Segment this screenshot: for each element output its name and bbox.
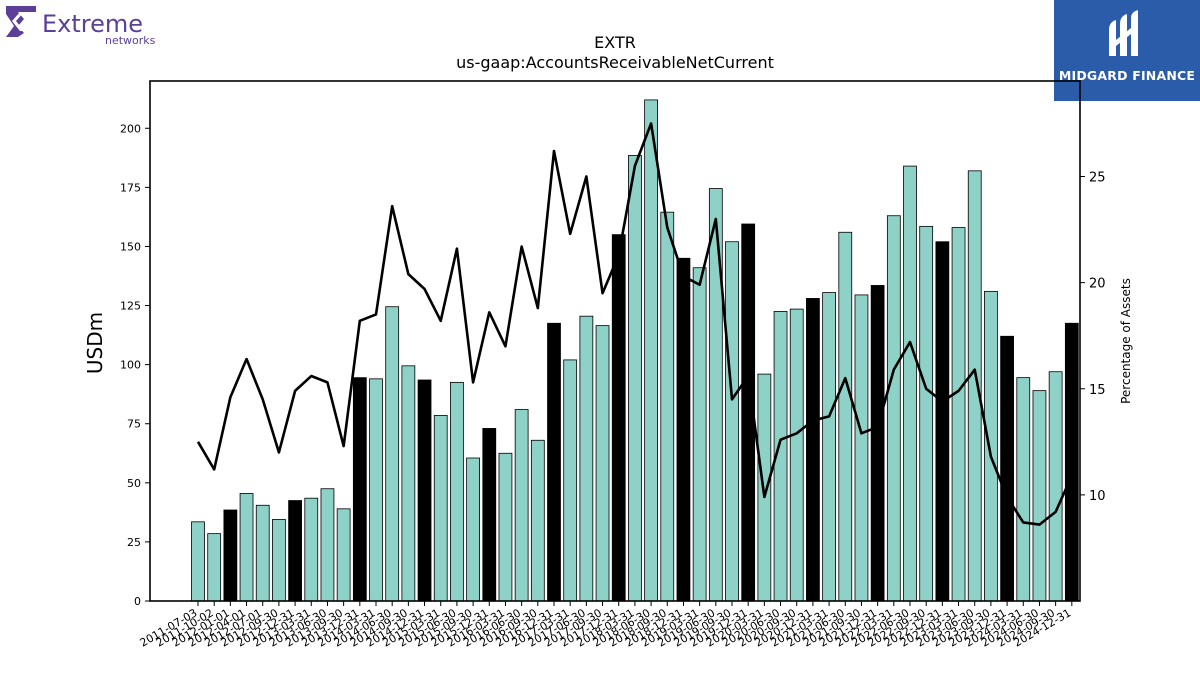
y-axis-label: USDm bbox=[83, 312, 107, 374]
bar-2022-12-31 bbox=[935, 241, 950, 602]
bar-2016-12-31 bbox=[547, 322, 561, 602]
y-tick-label: 0 bbox=[134, 595, 141, 608]
bar-2019-09-30 bbox=[725, 241, 739, 602]
percentage-line bbox=[196, 122, 1074, 526]
bar-2013-03-31 bbox=[304, 497, 319, 602]
bar-2018-06-30 bbox=[644, 99, 658, 602]
bar-2018-12-31 bbox=[676, 257, 691, 602]
bar-2012-12-31 bbox=[288, 500, 302, 602]
bar-2014-03-31 bbox=[369, 378, 383, 602]
y2-tick-label: 20 bbox=[1089, 277, 1106, 292]
bar-2021-09-30 bbox=[854, 294, 869, 602]
y-tick-label: 175 bbox=[120, 181, 141, 194]
y-tick-label: 200 bbox=[120, 122, 141, 135]
midgard-m-icon bbox=[1109, 10, 1138, 56]
bar-2023-06-30 bbox=[967, 170, 982, 602]
bar-2015-06-30 bbox=[450, 381, 464, 602]
bar-2019-06-30 bbox=[708, 188, 723, 602]
chart-subtitle: us-gaap:AccountsReceivableNetCurrent bbox=[456, 53, 774, 72]
bar-2013-06-30 bbox=[320, 488, 335, 602]
y-tick-label: 25 bbox=[127, 536, 141, 549]
line-series bbox=[196, 122, 1074, 526]
bar-2015-03-31 bbox=[433, 415, 448, 602]
y-tick-label: 50 bbox=[127, 477, 141, 490]
y-tick-label: 150 bbox=[120, 240, 141, 253]
y2-axis-label: Percentage of Assets bbox=[1119, 278, 1133, 404]
bar-2021-12-31 bbox=[870, 285, 885, 602]
bar-2012-01-01 bbox=[223, 509, 238, 602]
chart-title: EXTR bbox=[594, 33, 636, 52]
bar-2020-12-31 bbox=[806, 298, 820, 602]
bar-2017-06-30 bbox=[579, 315, 594, 602]
bar-2011-07-03 bbox=[191, 521, 205, 602]
bar-2024-03-31 bbox=[1016, 377, 1031, 602]
extreme-logo-text: Extreme bbox=[42, 10, 143, 38]
bar-2016-06-30 bbox=[514, 409, 529, 602]
bar-2015-12-31 bbox=[482, 428, 497, 602]
bar-2022-09-30 bbox=[919, 225, 934, 602]
bar-2016-09-30 bbox=[530, 439, 545, 602]
extreme-networks-logo-icon: Extreme networks bbox=[6, 6, 156, 47]
bar-series bbox=[191, 99, 1079, 602]
bar-2014-09-30 bbox=[401, 365, 416, 602]
y-tick-label: 100 bbox=[120, 359, 141, 372]
bar-2014-12-31 bbox=[417, 379, 432, 602]
bar-2024-09-30 bbox=[1048, 371, 1063, 602]
bar-2021-06-30 bbox=[838, 231, 853, 602]
extreme-networks-logo: Extreme networks bbox=[4, 4, 174, 48]
bar-2013-09-30 bbox=[336, 508, 351, 602]
axes: 0255075100125150175200101520252011-07-03… bbox=[120, 80, 1106, 650]
bar-2023-03-31 bbox=[951, 227, 966, 602]
bar-2022-03-31 bbox=[886, 215, 901, 602]
bar-2023-12-31 bbox=[1000, 335, 1014, 602]
y-tick-label: 125 bbox=[120, 300, 141, 313]
networks-logo-text: networks bbox=[105, 34, 156, 47]
midgard-finance-logo: MIDGARD FINANCE bbox=[1054, 0, 1200, 101]
bar-2024-06-30 bbox=[1032, 390, 1047, 602]
bar-2022-06-30 bbox=[903, 165, 917, 602]
bar-2012-07-01 bbox=[255, 504, 270, 602]
y2-tick-label: 15 bbox=[1089, 383, 1106, 398]
bar-2018-03-31 bbox=[628, 155, 642, 602]
y-tick-label: 75 bbox=[127, 418, 141, 431]
bar-2018-09-30 bbox=[660, 211, 675, 602]
bar-2012-04-01 bbox=[239, 493, 254, 602]
bar-2014-06-30 bbox=[385, 306, 400, 602]
bar-2012-09-30 bbox=[272, 519, 286, 602]
midgard-finance-text: MIDGARD FINANCE bbox=[1058, 68, 1196, 83]
bar-2019-03-31 bbox=[692, 267, 707, 602]
bar-2011-10-02 bbox=[207, 533, 222, 602]
bar-2017-03-31 bbox=[563, 359, 578, 602]
bar-2015-09-30 bbox=[466, 457, 480, 602]
bar-2024-12-31 bbox=[1064, 322, 1079, 602]
bar-2017-09-30 bbox=[595, 325, 610, 602]
y2-tick-label: 10 bbox=[1089, 489, 1106, 504]
bar-2020-09-30 bbox=[789, 308, 804, 602]
bar-2021-03-31 bbox=[822, 292, 836, 602]
bar-2017-12-31 bbox=[611, 234, 626, 602]
bar-2013-12-31 bbox=[352, 377, 367, 602]
y2-tick-label: 25 bbox=[1089, 171, 1106, 186]
plot-frame bbox=[149, 80, 1081, 602]
bar-2023-09-30 bbox=[984, 290, 998, 602]
bar-2016-03-31 bbox=[498, 452, 513, 602]
